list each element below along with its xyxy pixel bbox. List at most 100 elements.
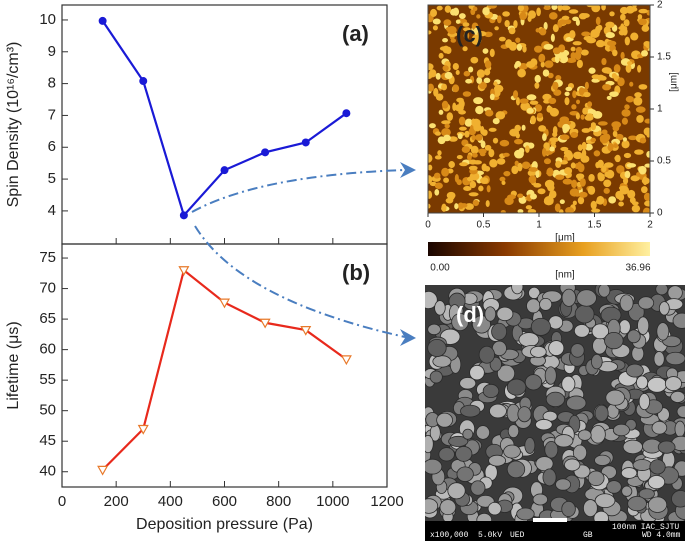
grain [535, 28, 540, 33]
grain [564, 97, 570, 106]
grain [516, 43, 523, 51]
grain [547, 72, 554, 79]
grain [613, 64, 621, 73]
grain [492, 137, 499, 144]
data-point [137, 424, 149, 435]
y-tick-label: 55 [39, 371, 56, 388]
grain [543, 142, 550, 150]
grain [511, 165, 519, 175]
sem-footer-item: WD 4.0mm [642, 531, 681, 540]
grain [595, 161, 600, 169]
grain [615, 133, 624, 141]
particle [628, 302, 645, 322]
x-tick-label: 1000 [316, 493, 349, 510]
grain [486, 185, 491, 193]
grain [620, 51, 625, 60]
grain [643, 192, 650, 201]
grain [530, 115, 537, 125]
particle [649, 459, 666, 475]
grain [552, 81, 559, 90]
grain [627, 189, 636, 199]
grain [643, 41, 650, 47]
grain [595, 25, 601, 35]
grain [621, 117, 628, 125]
grain [601, 57, 607, 66]
colorbar-min: 0.00 [430, 263, 450, 274]
afm-axes: 0 0.5 1 1.5 200.511.52 [425, 0, 671, 231]
particle [530, 345, 547, 358]
y-tick-label: 65 [39, 310, 56, 327]
afm-y-tick-label: 2 [657, 0, 663, 11]
grain [484, 31, 493, 38]
grain [554, 54, 560, 64]
grain [609, 91, 619, 98]
grain [544, 60, 554, 68]
particle [574, 304, 595, 324]
particle [566, 395, 587, 411]
arrow-head [400, 162, 416, 178]
data-point [178, 266, 190, 276]
grain [464, 130, 470, 138]
grain [588, 173, 595, 182]
data-point [259, 318, 271, 329]
grain [454, 203, 459, 210]
data-point [98, 16, 107, 25]
grain [463, 70, 471, 77]
grain [530, 193, 537, 200]
particle [606, 480, 622, 494]
grain [591, 5, 601, 13]
grain [580, 155, 590, 163]
particle [587, 470, 605, 487]
grain [504, 19, 510, 28]
particle [656, 322, 670, 341]
grain [550, 107, 558, 114]
particle [664, 376, 682, 392]
grain [634, 149, 644, 155]
grain [460, 203, 468, 208]
particle [496, 306, 514, 322]
grain [584, 81, 589, 90]
y-tick-label: 75 [39, 249, 56, 266]
y-tick-label: 9 [48, 43, 56, 60]
x-axis-label: Deposition pressure (Pa) [136, 516, 313, 533]
grain [607, 142, 614, 152]
particle [594, 404, 609, 422]
grain [534, 74, 541, 83]
grain [641, 186, 648, 194]
particle [647, 376, 668, 393]
grain [604, 171, 611, 178]
x-tick-label: 1200 [370, 493, 403, 510]
particle [469, 364, 485, 381]
grain [601, 129, 608, 135]
grain [432, 25, 438, 31]
grain [521, 161, 531, 169]
grain [620, 13, 626, 21]
grain [631, 204, 641, 213]
particle [544, 440, 559, 459]
grain [441, 128, 451, 137]
grain [455, 69, 460, 76]
particle [427, 323, 441, 336]
y-tick-label: 4 [48, 202, 56, 219]
grain [646, 150, 650, 158]
particle [535, 419, 553, 431]
particle [583, 499, 598, 518]
grain [452, 7, 460, 16]
grain [433, 87, 439, 97]
grain [595, 39, 605, 48]
grain [623, 19, 630, 27]
grain [462, 22, 470, 27]
afm-y-tick-label: 0 [657, 208, 663, 219]
grain [428, 164, 433, 171]
grain [586, 37, 597, 44]
grain [646, 131, 650, 138]
particle [532, 493, 548, 506]
grain [602, 83, 612, 91]
grain [629, 81, 634, 87]
particle [489, 356, 502, 372]
grain [444, 123, 450, 129]
particle [662, 335, 682, 348]
grain [620, 23, 625, 32]
grain [612, 130, 618, 138]
